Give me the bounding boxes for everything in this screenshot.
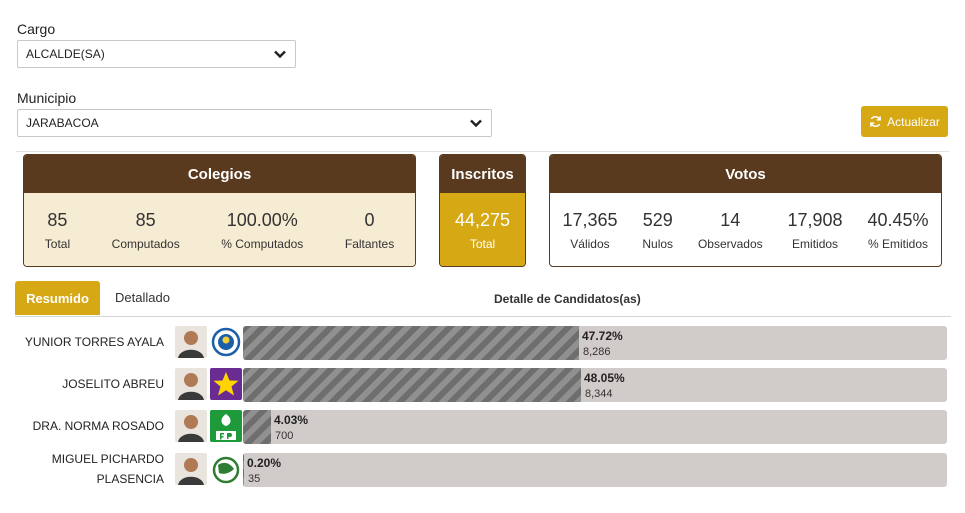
vote-percent: 0.20%	[247, 456, 282, 470]
candidate-name: MIGUEL PICHARDO PLASENCIA	[51, 452, 164, 486]
detail-title: Detalle de Candidatos(as)	[494, 292, 641, 306]
fp-logo-icon	[210, 410, 242, 442]
colegios-total: 85 Total	[45, 210, 70, 251]
candidate-photo	[175, 368, 207, 400]
vote-bar-fill	[243, 326, 579, 360]
vote-bar-fill	[243, 368, 581, 402]
inscritos-card: Inscritos 44,275 Total	[439, 154, 526, 267]
votos-validos: 17,365 Válidos	[562, 210, 617, 251]
votos-nulos: 529 Nulos	[642, 210, 673, 251]
vote-bar: 0.20% 35	[243, 453, 947, 487]
party-globe-icon	[210, 453, 242, 485]
vote-percent: 4.03%	[274, 413, 309, 427]
stat-value: 100.00%	[226, 209, 298, 230]
candidate-name: DRA. NORMA ROSADO	[32, 419, 164, 433]
stat-label: Observados	[697, 236, 763, 251]
refresh-icon	[870, 115, 882, 128]
refresh-button[interactable]: Actualizar	[861, 106, 948, 137]
stat-label: Nulos	[642, 236, 674, 251]
vote-percent: 47.72%	[582, 329, 623, 343]
vote-bar: 48.05% 8,344	[243, 368, 947, 402]
tabs-divider	[15, 316, 951, 317]
votos-observados: 14 Observados	[698, 210, 763, 251]
stat-value: 14	[720, 209, 741, 230]
chevron-down-icon	[470, 119, 482, 128]
cargo-label: Cargo	[17, 21, 56, 37]
stat-value: 44,275	[454, 209, 511, 230]
prm-star-icon	[210, 368, 242, 400]
colegios-computados: 85 Computados	[112, 210, 180, 251]
vote-bar-fill	[243, 453, 244, 487]
pld-logo-icon	[210, 326, 242, 358]
stat-label: Computados	[111, 236, 180, 251]
chevron-down-icon	[274, 50, 286, 59]
votos-card: Votos 17,365 Válidos 529 Nulos 14 Observ…	[549, 154, 942, 267]
tab-detallado[interactable]: Detallado	[115, 290, 170, 305]
vote-percent: 48.05%	[584, 371, 625, 385]
stat-value: 0	[364, 209, 375, 230]
stat-value: 40.45%	[867, 209, 929, 230]
stat-value: 85	[47, 209, 68, 230]
candidate-photo	[175, 410, 207, 442]
inscritos-total: 44,275 Total	[455, 210, 510, 251]
vote-bar-fill	[243, 410, 271, 444]
municipio-label: Municipio	[17, 90, 77, 106]
vote-count: 700	[275, 430, 294, 442]
stat-label: Faltantes	[344, 236, 395, 251]
candidate-row: YUNIOR TORRES AYALA 47.72% 8,286	[15, 324, 950, 360]
inscritos-title: Inscritos	[440, 155, 525, 193]
candidate-photo	[175, 453, 207, 485]
candidate-name: YUNIOR TORRES AYALA	[24, 335, 164, 349]
stat-label: Válidos	[570, 236, 610, 251]
tab-resumido[interactable]: Resumido	[15, 281, 100, 315]
colegios-title: Colegios	[24, 155, 415, 193]
candidate-name: JOSELITO ABREU	[62, 377, 164, 391]
candidate-photo	[175, 326, 207, 358]
cargo-select-value: ALCALDE(SA)	[26, 47, 105, 61]
stat-label: Total	[44, 236, 71, 251]
votos-emitidos: 17,908 Emitidos	[788, 210, 843, 251]
votos-pct-emitidos: 40.45% % Emitidos	[867, 210, 928, 251]
municipio-select[interactable]: JARABACOA	[17, 109, 492, 137]
colegios-pct-computados: 100.00% % Computados	[221, 210, 303, 251]
stat-value: 17,908	[787, 209, 843, 230]
stat-value: 529	[642, 209, 673, 230]
refresh-button-label: Actualizar	[887, 114, 940, 129]
vote-count: 8,286	[583, 346, 611, 358]
colegios-card: Colegios 85 Total 85 Computados 100.00% …	[23, 154, 416, 267]
candidate-row: JOSELITO ABREU 48.05% 8,344	[15, 366, 950, 402]
vote-count: 8,344	[585, 388, 613, 400]
stat-label: Emitidos	[792, 236, 839, 251]
stat-label: % Computados	[221, 236, 304, 251]
candidate-row: MIGUEL PICHARDO PLASENCIA 0.20% 35	[15, 451, 950, 487]
stat-value: 17,365	[562, 209, 618, 230]
stat-value: 85	[135, 209, 156, 230]
divider	[16, 151, 949, 152]
vote-bar: 47.72% 8,286	[243, 326, 947, 360]
votos-title: Votos	[550, 155, 941, 193]
vote-bar: 4.03% 700	[243, 410, 947, 444]
cargo-select[interactable]: ALCALDE(SA)	[17, 40, 296, 68]
stat-label: Total	[469, 236, 496, 251]
municipio-select-value: JARABACOA	[26, 116, 99, 130]
colegios-faltantes: 0 Faltantes	[345, 210, 394, 251]
candidate-row: DRA. NORMA ROSADO 4.03% 700	[15, 408, 950, 444]
vote-count: 35	[248, 473, 261, 485]
stat-label: % Emitidos	[867, 236, 928, 251]
